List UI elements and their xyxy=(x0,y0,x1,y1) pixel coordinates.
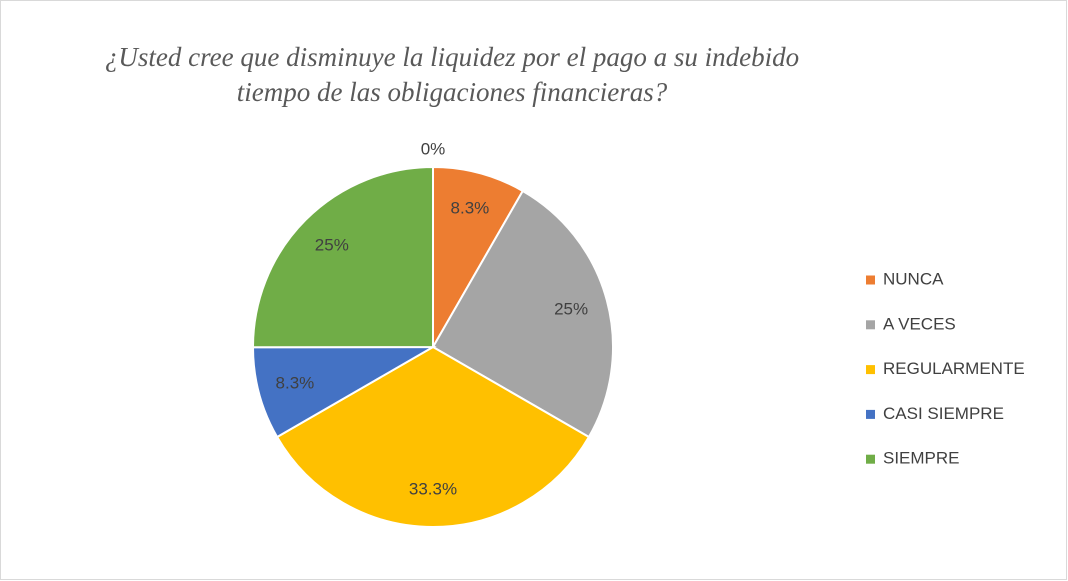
data-label: 0% xyxy=(421,139,446,158)
legend-label: REGULARMENTE xyxy=(883,359,1025,378)
pie-slice xyxy=(431,189,614,439)
legend-swatch xyxy=(866,320,875,330)
chart-title: ¿Usted cree que disminuye la liquidez po… xyxy=(105,42,799,72)
data-label: 8.3% xyxy=(451,198,490,217)
data-label: 25% xyxy=(554,299,588,318)
legend-label: SIEMPRE xyxy=(883,449,960,468)
chart-title: tiempo de las obligaciones financieras? xyxy=(237,77,668,107)
data-label: 33.3% xyxy=(409,479,457,498)
legend-swatch xyxy=(866,454,875,464)
legend-swatch xyxy=(866,409,875,419)
pie-slice xyxy=(432,165,525,351)
legend-label: A VECES xyxy=(883,314,956,333)
data-label: 25% xyxy=(315,235,349,254)
legend-swatch xyxy=(866,275,875,285)
legend-label: CASI SIEMPRE xyxy=(883,404,1004,423)
pie-slice xyxy=(251,165,434,349)
legend-swatch xyxy=(866,365,875,375)
legend-label: NUNCA xyxy=(883,269,944,288)
data-label: 8.3% xyxy=(276,374,315,393)
pie-slice xyxy=(251,345,437,439)
